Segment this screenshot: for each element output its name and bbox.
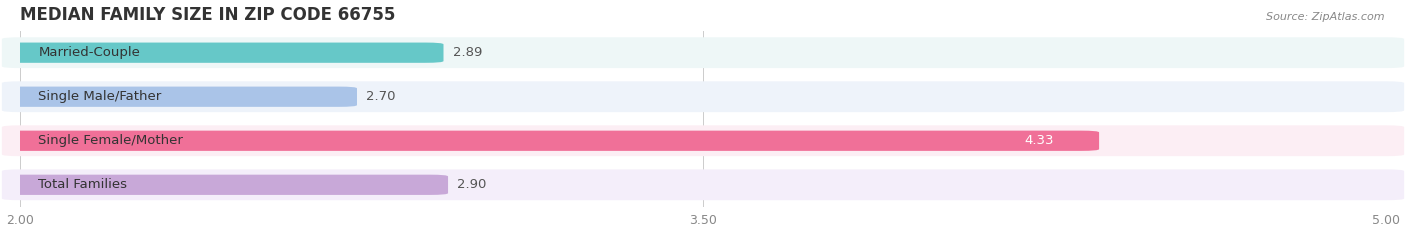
- Text: Single Female/Mother: Single Female/Mother: [38, 134, 183, 147]
- Text: 2.90: 2.90: [457, 178, 486, 191]
- Text: 2.70: 2.70: [366, 90, 395, 103]
- FancyBboxPatch shape: [1, 175, 449, 195]
- Text: Single Male/Father: Single Male/Father: [38, 90, 162, 103]
- Text: Source: ZipAtlas.com: Source: ZipAtlas.com: [1267, 12, 1385, 22]
- FancyBboxPatch shape: [1, 37, 1405, 68]
- FancyBboxPatch shape: [1, 81, 1405, 112]
- Text: Total Families: Total Families: [38, 178, 128, 191]
- Text: Married-Couple: Married-Couple: [38, 46, 141, 59]
- Text: 2.89: 2.89: [453, 46, 482, 59]
- Text: MEDIAN FAMILY SIZE IN ZIP CODE 66755: MEDIAN FAMILY SIZE IN ZIP CODE 66755: [20, 6, 395, 24]
- Text: 4.33: 4.33: [1024, 134, 1053, 147]
- FancyBboxPatch shape: [1, 87, 357, 107]
- FancyBboxPatch shape: [1, 131, 1099, 151]
- FancyBboxPatch shape: [1, 43, 443, 63]
- FancyBboxPatch shape: [1, 169, 1405, 200]
- FancyBboxPatch shape: [1, 125, 1405, 156]
